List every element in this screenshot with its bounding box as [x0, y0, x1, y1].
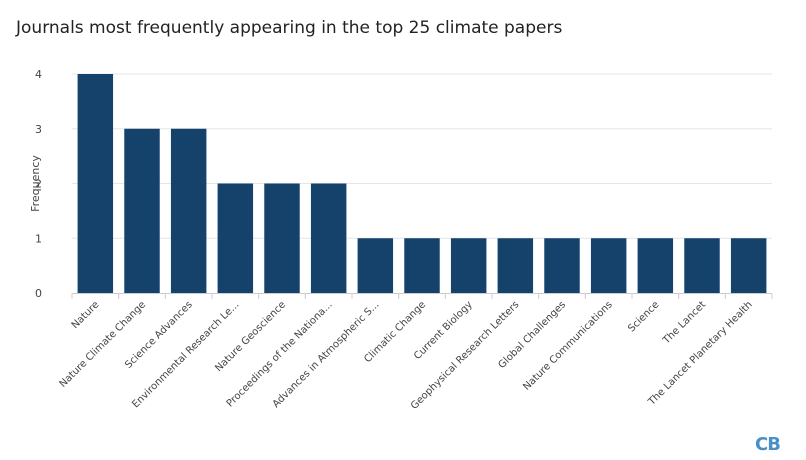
bar-10 [544, 238, 580, 293]
bar-12 [637, 238, 674, 293]
bar-7 [404, 238, 440, 293]
carbon-brief-logo: CB [755, 434, 781, 455]
bar-1 [124, 128, 160, 293]
bar-14 [730, 238, 767, 293]
y-tick-label: 0 [35, 287, 42, 300]
chart-title: Journals most frequently appearing in th… [16, 18, 563, 38]
x-tick-label: Science [626, 299, 661, 334]
x-tick-label: The Lancet Planetary Health [646, 299, 755, 408]
y-tick-label: 2 [35, 178, 42, 191]
x-tick-label: The Lancet [660, 299, 708, 347]
y-tick-label: 3 [35, 123, 42, 136]
bar-3 [217, 183, 254, 293]
bar-9 [497, 238, 534, 293]
x-tick-label: Nature Climate Change [58, 299, 149, 390]
bar-11 [590, 238, 627, 293]
x-tick-label: Nature Communications [521, 299, 614, 392]
bar-0 [77, 74, 114, 293]
y-axis-label: Frequency [29, 155, 42, 212]
bar-5 [310, 183, 347, 293]
bar-6 [357, 238, 394, 293]
bar-13 [684, 238, 720, 293]
x-tick-label: Nature [70, 299, 102, 331]
bar-2 [170, 128, 207, 293]
bar-4 [264, 183, 300, 293]
bar-8 [450, 238, 487, 293]
y-tick-label: 1 [35, 232, 42, 245]
y-tick-label: 4 [35, 68, 42, 81]
